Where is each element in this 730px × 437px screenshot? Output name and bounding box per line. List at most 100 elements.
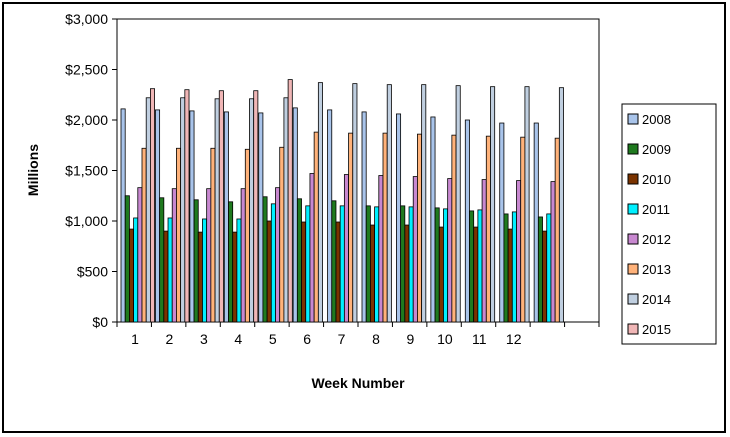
legend-label-2014: 2014 bbox=[642, 292, 671, 307]
legend-swatch-2015 bbox=[627, 323, 639, 335]
bar-2009-week-2 bbox=[159, 197, 165, 323]
bar-2008-week-2 bbox=[155, 109, 161, 323]
bar-2010-week-5 bbox=[266, 220, 272, 323]
bar-2010-week-13 bbox=[542, 230, 548, 323]
legend-swatch-2011 bbox=[627, 203, 639, 215]
legend-swatch-2009 bbox=[627, 143, 639, 155]
y-tick-label: $2,500 bbox=[65, 62, 108, 78]
bar-2010-week-1 bbox=[129, 228, 135, 323]
y-tick-label: $0 bbox=[92, 314, 108, 330]
bar-2012-week-9 bbox=[412, 176, 418, 323]
x-tick-label: 4 bbox=[234, 331, 242, 347]
legend-label-2008: 2008 bbox=[642, 112, 671, 127]
y-tick-label: $3,000 bbox=[65, 11, 108, 27]
x-tick-label: 8 bbox=[372, 331, 380, 347]
legend-swatch-2014 bbox=[627, 293, 639, 305]
bar-2010-week-10 bbox=[438, 226, 444, 323]
bar-2013-week-9 bbox=[417, 133, 423, 323]
x-tick-label: 1 bbox=[131, 331, 139, 347]
bar-2008-week-5 bbox=[258, 112, 264, 323]
bar-2008-week-1 bbox=[120, 108, 126, 323]
bar-2011-week-3 bbox=[202, 218, 208, 323]
bar-2010-week-9 bbox=[404, 224, 410, 323]
bar-2011-week-12 bbox=[511, 211, 517, 323]
bar-2012-week-13 bbox=[550, 181, 556, 323]
legend-label-2013: 2013 bbox=[642, 262, 671, 277]
bar-2013-week-3 bbox=[210, 147, 216, 323]
bar-2013-week-10 bbox=[451, 134, 457, 323]
bar-2015-week-3 bbox=[218, 90, 224, 323]
legend-label-2012: 2012 bbox=[642, 232, 671, 247]
bar-2008-week-4 bbox=[223, 111, 229, 323]
bar-2013-week-13 bbox=[554, 137, 560, 323]
bar-2014-week-9 bbox=[421, 84, 427, 323]
x-tick-label: 2 bbox=[166, 331, 174, 347]
legend-label-2011: 2011 bbox=[642, 202, 670, 217]
legend-swatch-2010 bbox=[627, 173, 639, 185]
legend-swatch-2008 bbox=[627, 113, 639, 125]
bar-2011-week-2 bbox=[167, 217, 173, 323]
bar-2012-week-8 bbox=[378, 175, 384, 323]
x-tick-label: 12 bbox=[506, 331, 522, 347]
legend-label-2015: 2015 bbox=[642, 322, 671, 337]
bar-2009-week-6 bbox=[296, 198, 302, 323]
y-tick-label: $1,000 bbox=[65, 213, 108, 229]
bar-2012-week-12 bbox=[516, 180, 522, 323]
bar-2009-week-5 bbox=[262, 196, 268, 323]
bar-2015-week-5 bbox=[287, 79, 293, 323]
x-tick-label: 5 bbox=[269, 331, 277, 347]
bar-2013-week-8 bbox=[382, 132, 388, 323]
bar-2013-week-6 bbox=[313, 131, 319, 323]
bar-2008-week-3 bbox=[189, 110, 195, 323]
legend-label-2010: 2010 bbox=[642, 172, 671, 187]
bar-2014-week-11 bbox=[490, 86, 496, 323]
legend: 2008 2009 2010 2011 2012 2013 2014 2015 bbox=[621, 103, 717, 345]
bar-2009-week-7 bbox=[331, 200, 337, 323]
bar-2008-week-10 bbox=[430, 116, 436, 323]
legend-swatch-2013 bbox=[627, 263, 639, 275]
bar-2011-week-11 bbox=[477, 209, 483, 323]
bar-2010-week-7 bbox=[335, 221, 341, 323]
x-tick-label: 6 bbox=[303, 331, 311, 347]
bar-2015-week-4 bbox=[253, 90, 259, 323]
bar-2008-week-8 bbox=[361, 111, 367, 323]
bar-2010-week-6 bbox=[301, 221, 307, 323]
bars-group bbox=[120, 79, 564, 323]
bar-2012-week-3 bbox=[206, 188, 212, 323]
bar-2014-week-2 bbox=[180, 97, 186, 323]
bar-2014-week-6 bbox=[317, 82, 323, 323]
bar-2013-week-12 bbox=[520, 136, 526, 323]
bar-2008-week-6 bbox=[292, 107, 298, 323]
bar-2008-week-13 bbox=[533, 122, 539, 323]
bar-2009-week-13 bbox=[537, 216, 543, 323]
x-tick-labels: 1 2 3 4 5 6 7 8 9 10 11 12 bbox=[131, 331, 522, 347]
bar-2014-week-3 bbox=[214, 98, 220, 323]
bar-2011-week-10 bbox=[443, 208, 449, 323]
bar-2010-week-12 bbox=[507, 228, 513, 323]
bar-2012-week-5 bbox=[275, 187, 281, 323]
bar-2009-week-10 bbox=[434, 207, 440, 323]
bar-2010-week-4 bbox=[232, 231, 238, 323]
y-axis-title: Millions bbox=[25, 144, 41, 196]
bar-2014-week-10 bbox=[455, 85, 461, 323]
bar-2009-week-9 bbox=[400, 205, 406, 323]
bar-2014-week-4 bbox=[249, 98, 255, 323]
axes-group bbox=[112, 18, 600, 327]
bar-2008-week-12 bbox=[499, 122, 505, 323]
bar-2012-week-4 bbox=[240, 188, 246, 323]
bar-2014-week-8 bbox=[386, 84, 392, 323]
bar-2008-week-11 bbox=[464, 119, 470, 323]
bar-2013-week-1 bbox=[141, 147, 147, 323]
y-tick-label: $500 bbox=[77, 264, 108, 280]
bar-2014-week-7 bbox=[352, 83, 358, 323]
bar-2011-week-7 bbox=[339, 205, 345, 323]
bar-2010-week-11 bbox=[473, 226, 479, 323]
bar-2014-week-5 bbox=[283, 97, 289, 323]
bar-2010-week-8 bbox=[369, 224, 375, 323]
x-tick-label: 11 bbox=[472, 331, 487, 347]
bar-2012-week-11 bbox=[481, 179, 487, 323]
y-tick-labels: $0 $500 $1,000 $1,500 $2,000 $2,500 $3,000 bbox=[65, 11, 108, 330]
x-tick-label: 3 bbox=[200, 331, 208, 347]
bar-2012-week-1 bbox=[137, 187, 143, 323]
